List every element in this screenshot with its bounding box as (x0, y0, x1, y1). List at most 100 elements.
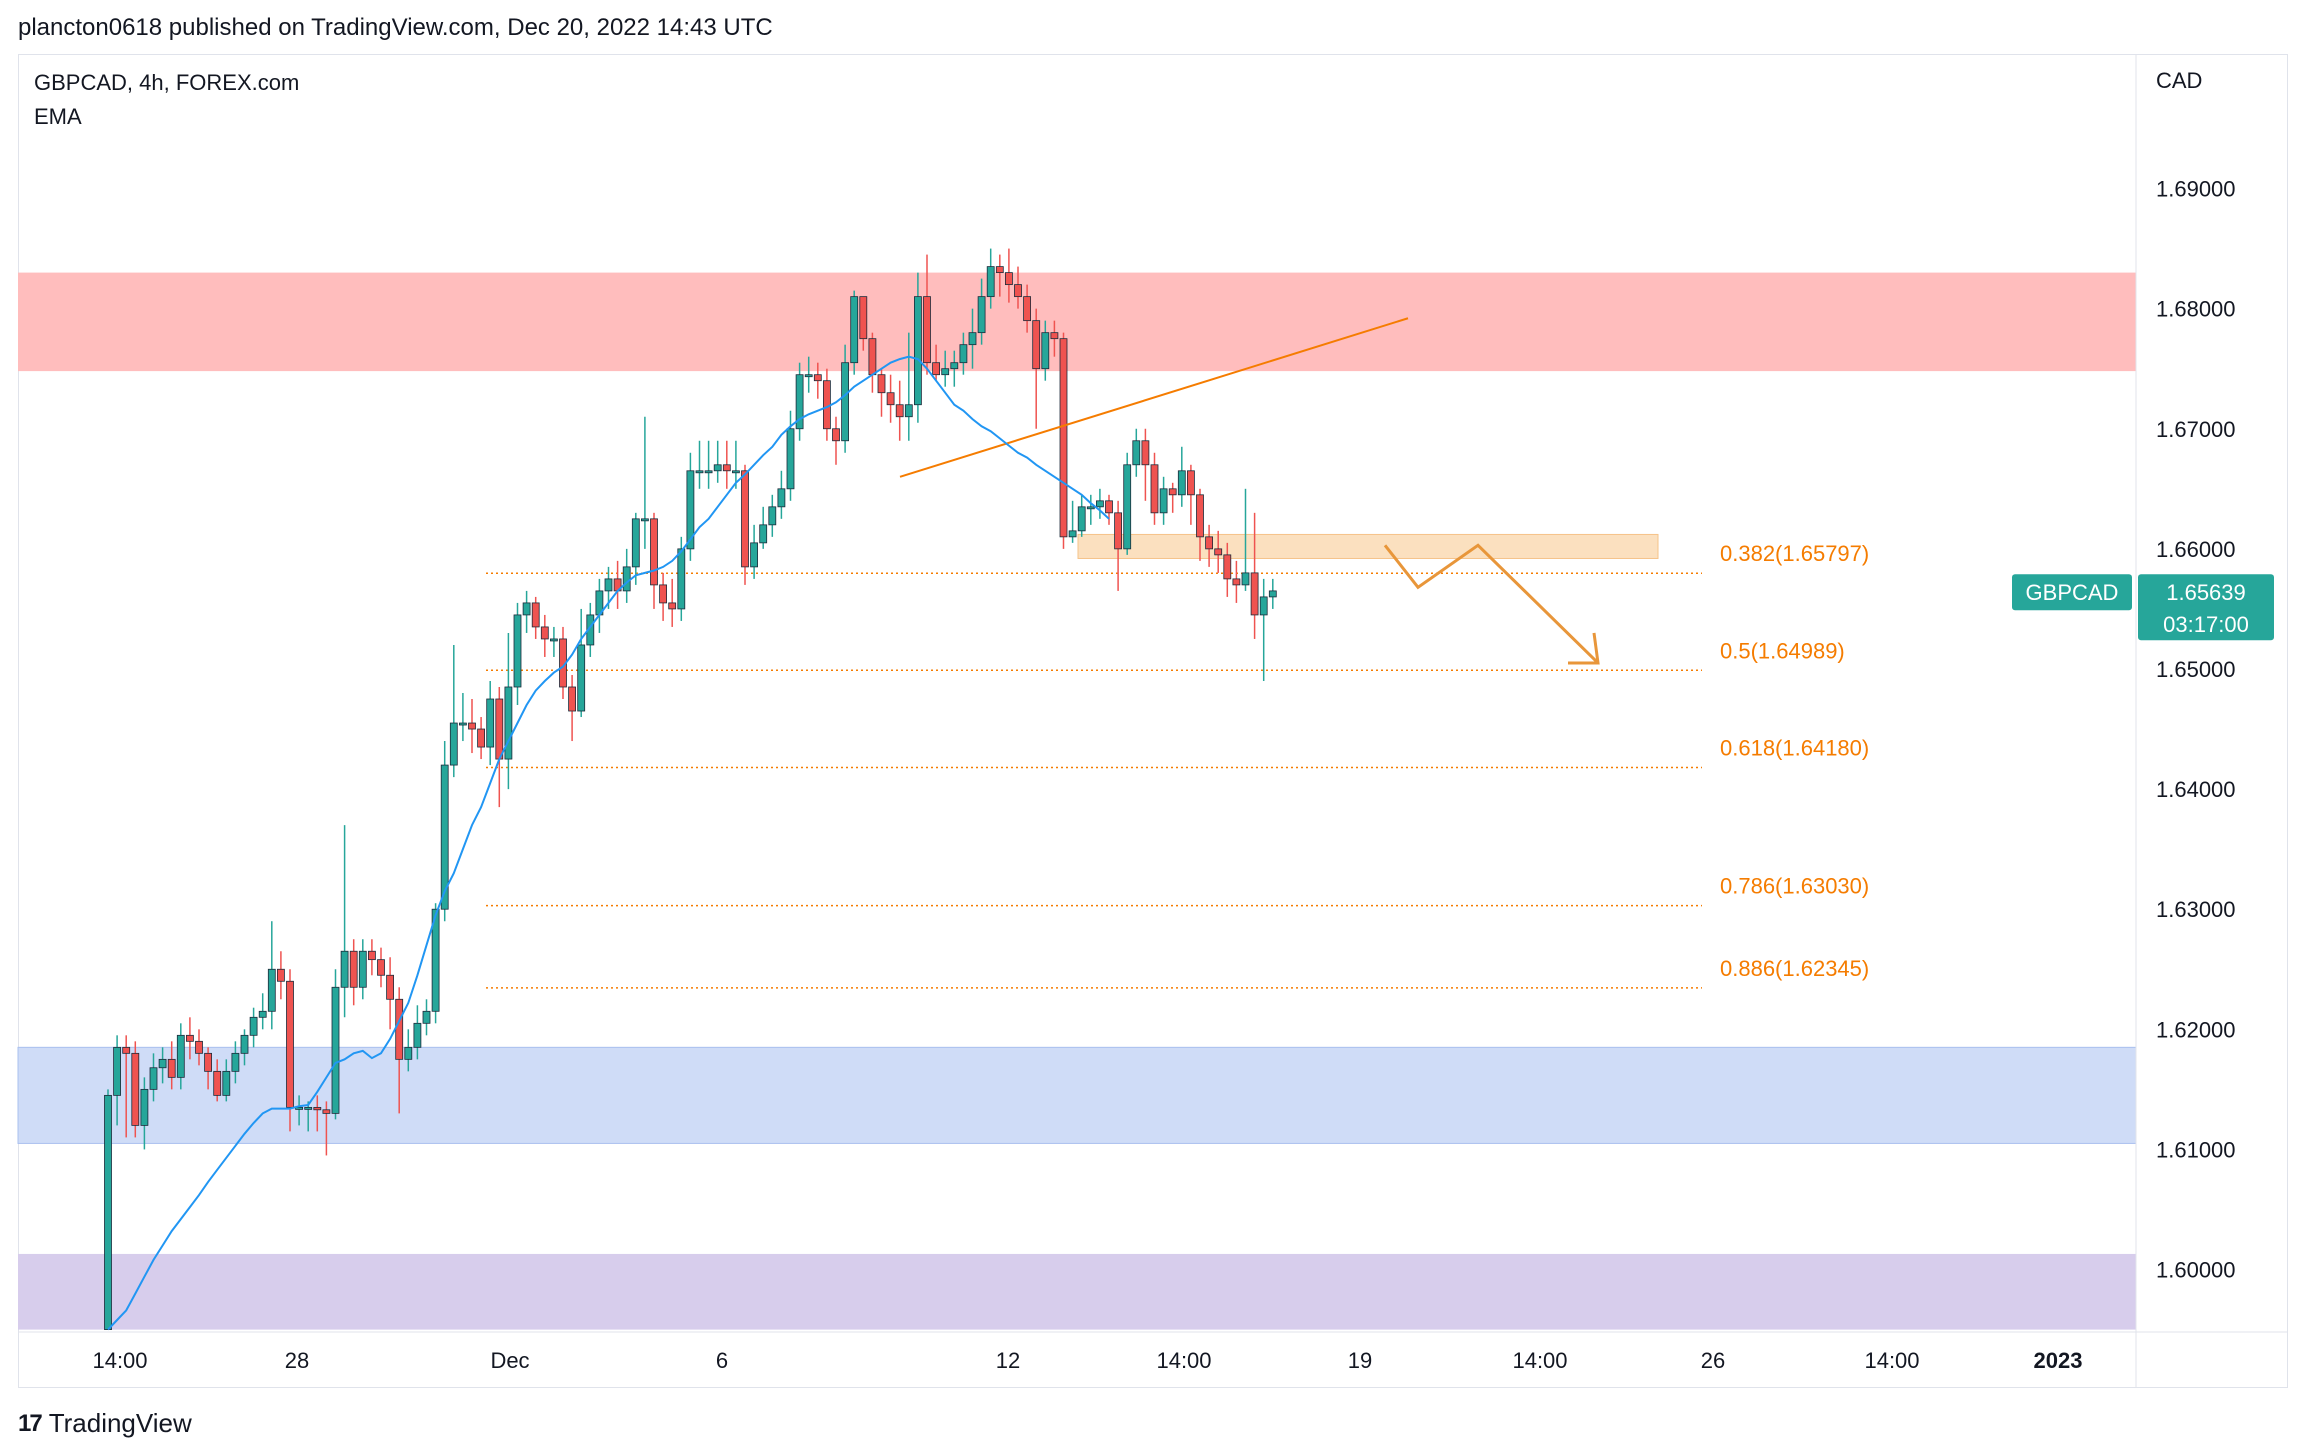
candle-body (904, 404, 913, 418)
candle-body (1268, 590, 1277, 598)
candle-body (377, 959, 385, 976)
candle-body (495, 698, 504, 760)
candle-body (349, 950, 358, 988)
candle-body (522, 602, 531, 616)
candle-body (249, 1016, 258, 1036)
candle-body (1077, 506, 1086, 532)
price-badge-value: 1.65639 (2166, 580, 2246, 605)
time-tick: Dec (490, 1348, 529, 1373)
fib-label: 0.382(1.65797) (1720, 541, 1869, 566)
symbol-badge (2012, 574, 2132, 611)
candle-body (650, 518, 658, 586)
candle-body (131, 1052, 140, 1126)
candle-body (1059, 338, 1068, 538)
candle-body (213, 1070, 222, 1096)
candle-body (404, 1046, 413, 1060)
price-tick: 1.61000 (2156, 1137, 2236, 1162)
candle-body (1159, 488, 1168, 514)
candle-body (358, 950, 367, 988)
candle-body (686, 470, 695, 550)
candle-body (1105, 500, 1113, 514)
time-tick: 6 (716, 1348, 728, 1373)
candle-body (531, 602, 540, 628)
candle-body (340, 950, 349, 988)
candle-body (932, 362, 940, 376)
candle-body (122, 1046, 131, 1054)
candle-body (167, 1058, 176, 1078)
candle-body (886, 392, 895, 406)
candle-body (113, 1046, 121, 1096)
candle-body (859, 296, 868, 340)
fib-label: 0.886(1.62345) (1720, 956, 1869, 981)
candle-body (458, 722, 467, 726)
fib-levels-layer: 0.382(1.65797) 0.5(1.64989) 0.618(1.64180)… (486, 541, 1869, 989)
candle-body (695, 470, 704, 474)
candle-body (295, 1106, 304, 1110)
symbol-legend[interactable]: GBPCAD, 4h, FOREX.com (34, 70, 300, 95)
candle-body (759, 524, 768, 544)
price-tick: 1.60000 (2156, 1258, 2236, 1283)
candle-body (732, 470, 740, 474)
candle-body (550, 638, 558, 642)
candle-body (768, 506, 777, 526)
candle-body (286, 980, 294, 1108)
candle-body (304, 1106, 313, 1110)
projection-path (1383, 543, 1600, 665)
candle-body (923, 296, 931, 364)
time-axis: 14:00 28 Dec 6 12 14:00 19 14:00 26 14:00 2023 (92, 1348, 2082, 1373)
candle-body (258, 1010, 267, 1018)
time-tick: 19 (1348, 1348, 1372, 1373)
candle-body (1196, 494, 1204, 538)
candle-body (750, 542, 758, 568)
candle-body (204, 1052, 213, 1072)
candle-body (868, 338, 877, 376)
time-tick: 2023 (2034, 1348, 2083, 1373)
time-tick: 26 (1701, 1348, 1725, 1373)
candle-body (677, 548, 686, 610)
candle-body (950, 362, 959, 370)
candle-body (1141, 440, 1150, 466)
candle-body (1086, 506, 1095, 510)
resistance-zone (18, 272, 2136, 372)
candle-body (331, 986, 340, 1114)
candle-body (631, 518, 640, 568)
candle-body (1168, 488, 1177, 496)
time-tick: 12 (996, 1348, 1020, 1373)
fib-label: 0.786(1.63030) (1720, 874, 1869, 899)
candle-body (713, 464, 722, 472)
price-tick: 1.65000 (2156, 657, 2236, 682)
price-tick: 1.63000 (2156, 897, 2236, 922)
last-price-badge: GBPCAD 1.65639 03:17:00 (2012, 574, 2274, 641)
candle-body (941, 368, 950, 376)
candle-body (149, 1067, 158, 1090)
candle-body (477, 728, 486, 748)
candle-body (486, 698, 495, 748)
candle-body (1214, 548, 1223, 556)
fib-label: 0.618(1.64180) (1720, 735, 1869, 760)
candle-body (440, 764, 449, 910)
time-tick: 14:00 (1864, 1348, 1919, 1373)
candle-body (832, 428, 840, 442)
lower-zone (18, 1253, 2136, 1330)
candle-body (468, 722, 476, 730)
price-badge (2138, 574, 2274, 641)
indicator-legend[interactable]: EMA (34, 104, 82, 129)
candle-body (1241, 572, 1250, 586)
candle-body (176, 1034, 185, 1078)
candle-body (568, 686, 576, 712)
candle-body (1132, 440, 1141, 466)
footer-brand[interactable]: 17 TradingView (18, 1408, 192, 1439)
candle-body (1187, 470, 1195, 496)
candle-body (741, 470, 749, 568)
candle-body (276, 968, 285, 982)
candle-body (1223, 554, 1232, 580)
candle-body (1205, 536, 1213, 550)
candle-body (1114, 512, 1122, 550)
candle-body (968, 332, 977, 346)
candle-body (804, 374, 813, 378)
chart-frame (18, 54, 2288, 1388)
candle-body (395, 998, 404, 1060)
candle-body (786, 428, 795, 490)
candle-body (1014, 284, 1022, 298)
